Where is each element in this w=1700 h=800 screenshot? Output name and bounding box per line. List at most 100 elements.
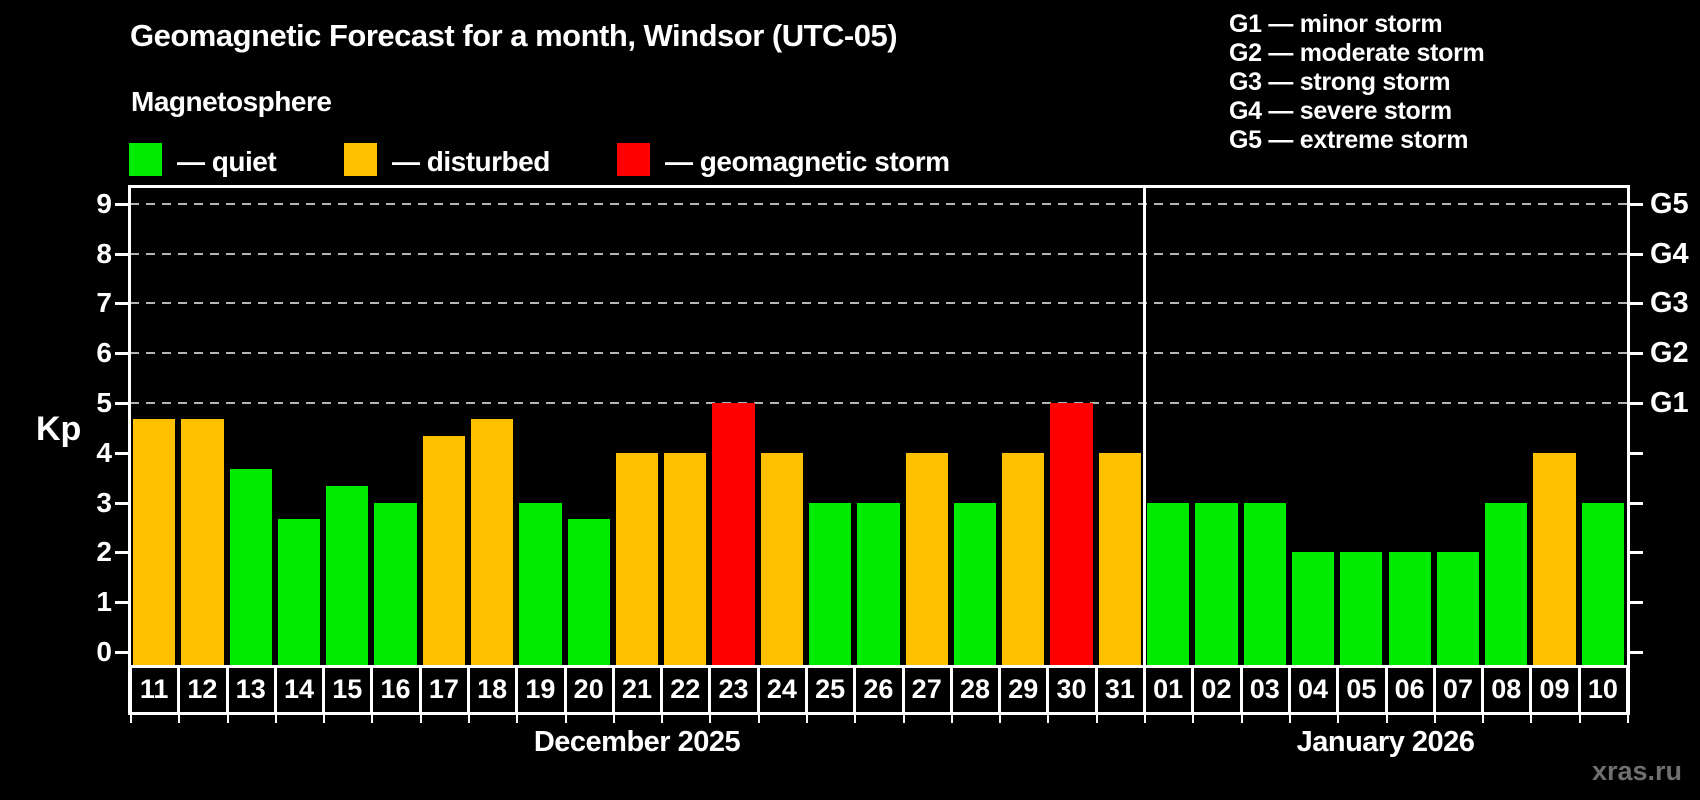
legend-label-disturbed: — disturbed xyxy=(392,146,550,177)
kp-tick-right-0 xyxy=(1630,651,1643,654)
axis-sub-tick xyxy=(709,715,712,723)
date-label: 19 xyxy=(525,674,556,704)
date-cell-border xyxy=(177,665,181,715)
kp-bar xyxy=(1388,552,1431,665)
axis-sub-tick xyxy=(612,715,615,723)
date-label: 14 xyxy=(283,674,314,704)
date-label: 20 xyxy=(573,674,604,704)
date-label: 12 xyxy=(187,674,218,704)
storm-scale-legend-line: G3 — strong storm xyxy=(1229,68,1451,96)
axis-sub-tick xyxy=(1192,715,1195,723)
date-cell-border xyxy=(129,665,132,715)
kp-tick-label-1: 1 xyxy=(96,586,112,618)
kp-tick-right-5 xyxy=(1630,402,1643,405)
date-label: 24 xyxy=(766,674,797,704)
kp-tick-left-4 xyxy=(115,451,128,455)
axis-sub-tick xyxy=(371,715,374,723)
kp-bar xyxy=(1098,452,1141,665)
date-cell-border xyxy=(611,665,615,715)
date-cell-border xyxy=(660,665,664,715)
date-cell-border xyxy=(1529,665,1533,715)
kp-bar xyxy=(1243,502,1286,665)
axis-line-left xyxy=(128,185,131,715)
kp-tick-label-3: 3 xyxy=(96,486,112,518)
date-cell-border xyxy=(1094,665,1098,715)
date-label: 22 xyxy=(670,674,701,704)
kp-tick-left-2 xyxy=(115,551,128,555)
date-label: 05 xyxy=(1346,674,1377,704)
axis-sub-tick xyxy=(757,715,760,723)
axis-sub-tick xyxy=(468,715,470,723)
date-label: 21 xyxy=(621,674,652,704)
axis-sub-tick xyxy=(999,715,1002,723)
storm-scale-legend: G1 — minor storm G2 — moderate storm G3 — … xyxy=(1229,10,1485,155)
kp-bar xyxy=(1340,552,1383,665)
axis-sub-tick xyxy=(564,715,567,723)
kp-tick-right-7 xyxy=(1630,302,1643,306)
kp-bar xyxy=(809,502,852,665)
axis-sub-tick xyxy=(178,715,181,723)
kp-bar xyxy=(326,486,369,665)
kp-bar xyxy=(905,452,948,665)
axis-sub-tick xyxy=(806,715,808,723)
gridline-kp8 xyxy=(130,252,1627,255)
axis-sub-tick xyxy=(1385,715,1388,723)
month-label: December 2025 xyxy=(533,726,741,758)
date-label: 15 xyxy=(332,674,363,704)
legend-swatch-quiet xyxy=(129,143,162,176)
date-label: 06 xyxy=(1394,674,1425,704)
kp-tick-label-4: 4 xyxy=(96,436,112,468)
axis-sub-tick xyxy=(902,715,905,723)
date-cell-border xyxy=(1481,665,1485,715)
kp-bar xyxy=(519,502,562,665)
storm-scale-legend-line: G5 — extreme storm xyxy=(1229,126,1469,154)
kp-tick-left-5 xyxy=(115,402,128,405)
kp-bar xyxy=(567,519,610,665)
date-label: 11 xyxy=(139,674,169,704)
date-cell-border xyxy=(467,665,470,715)
kp-bar xyxy=(1436,552,1480,665)
kp-bar xyxy=(229,469,272,665)
date-label: 10 xyxy=(1587,674,1618,704)
date-label: 23 xyxy=(718,674,749,704)
date-cell-border xyxy=(853,665,857,715)
chart-subtitle: Magnetosphere xyxy=(131,86,332,117)
kp-bar xyxy=(277,519,321,665)
kp-tick-left-9 xyxy=(115,202,128,206)
date-label: 08 xyxy=(1491,674,1522,704)
kp-tick-left-6 xyxy=(115,352,128,356)
g-scale-label-G4: G4 xyxy=(1650,237,1689,270)
axis-sub-tick xyxy=(1144,715,1146,723)
date-row-bottom-line xyxy=(128,712,1630,715)
kp-tick-label-2: 2 xyxy=(96,536,112,568)
kp-tick-left-8 xyxy=(115,252,128,256)
legend-label-quiet: — quiet xyxy=(177,146,277,177)
date-label: 18 xyxy=(477,674,508,704)
kp-tick-right-2 xyxy=(1630,551,1643,555)
date-label: 13 xyxy=(235,674,266,704)
kp-tick-label-8: 8 xyxy=(96,237,112,269)
date-label: 02 xyxy=(1201,674,1232,704)
kp-bar xyxy=(1050,403,1093,665)
axis-sub-tick xyxy=(1578,715,1581,723)
date-cell-border xyxy=(1287,665,1291,715)
axis-sub-tick xyxy=(950,715,953,723)
kp-bar xyxy=(953,502,997,665)
axis-line-right xyxy=(1627,185,1630,715)
date-cell-border xyxy=(756,665,760,715)
kp-bar xyxy=(1195,502,1238,665)
gridline-kp5 xyxy=(130,402,1627,404)
axis-sub-tick xyxy=(1047,715,1050,723)
g-scale-label-G3: G3 xyxy=(1650,287,1689,320)
kp-bar xyxy=(1533,452,1576,665)
chart-title: Geomagnetic Forecast for a month, Windso… xyxy=(130,18,898,53)
axis-sub-tick xyxy=(1240,715,1243,723)
kp-tick-right-1 xyxy=(1630,601,1643,605)
axis-sub-tick xyxy=(1433,715,1436,723)
date-cell-border xyxy=(949,665,953,715)
axis-sub-tick xyxy=(1627,715,1629,723)
date-cell-border xyxy=(1432,665,1436,715)
date-cell-border xyxy=(805,665,808,715)
axis-sub-tick xyxy=(1530,715,1533,723)
